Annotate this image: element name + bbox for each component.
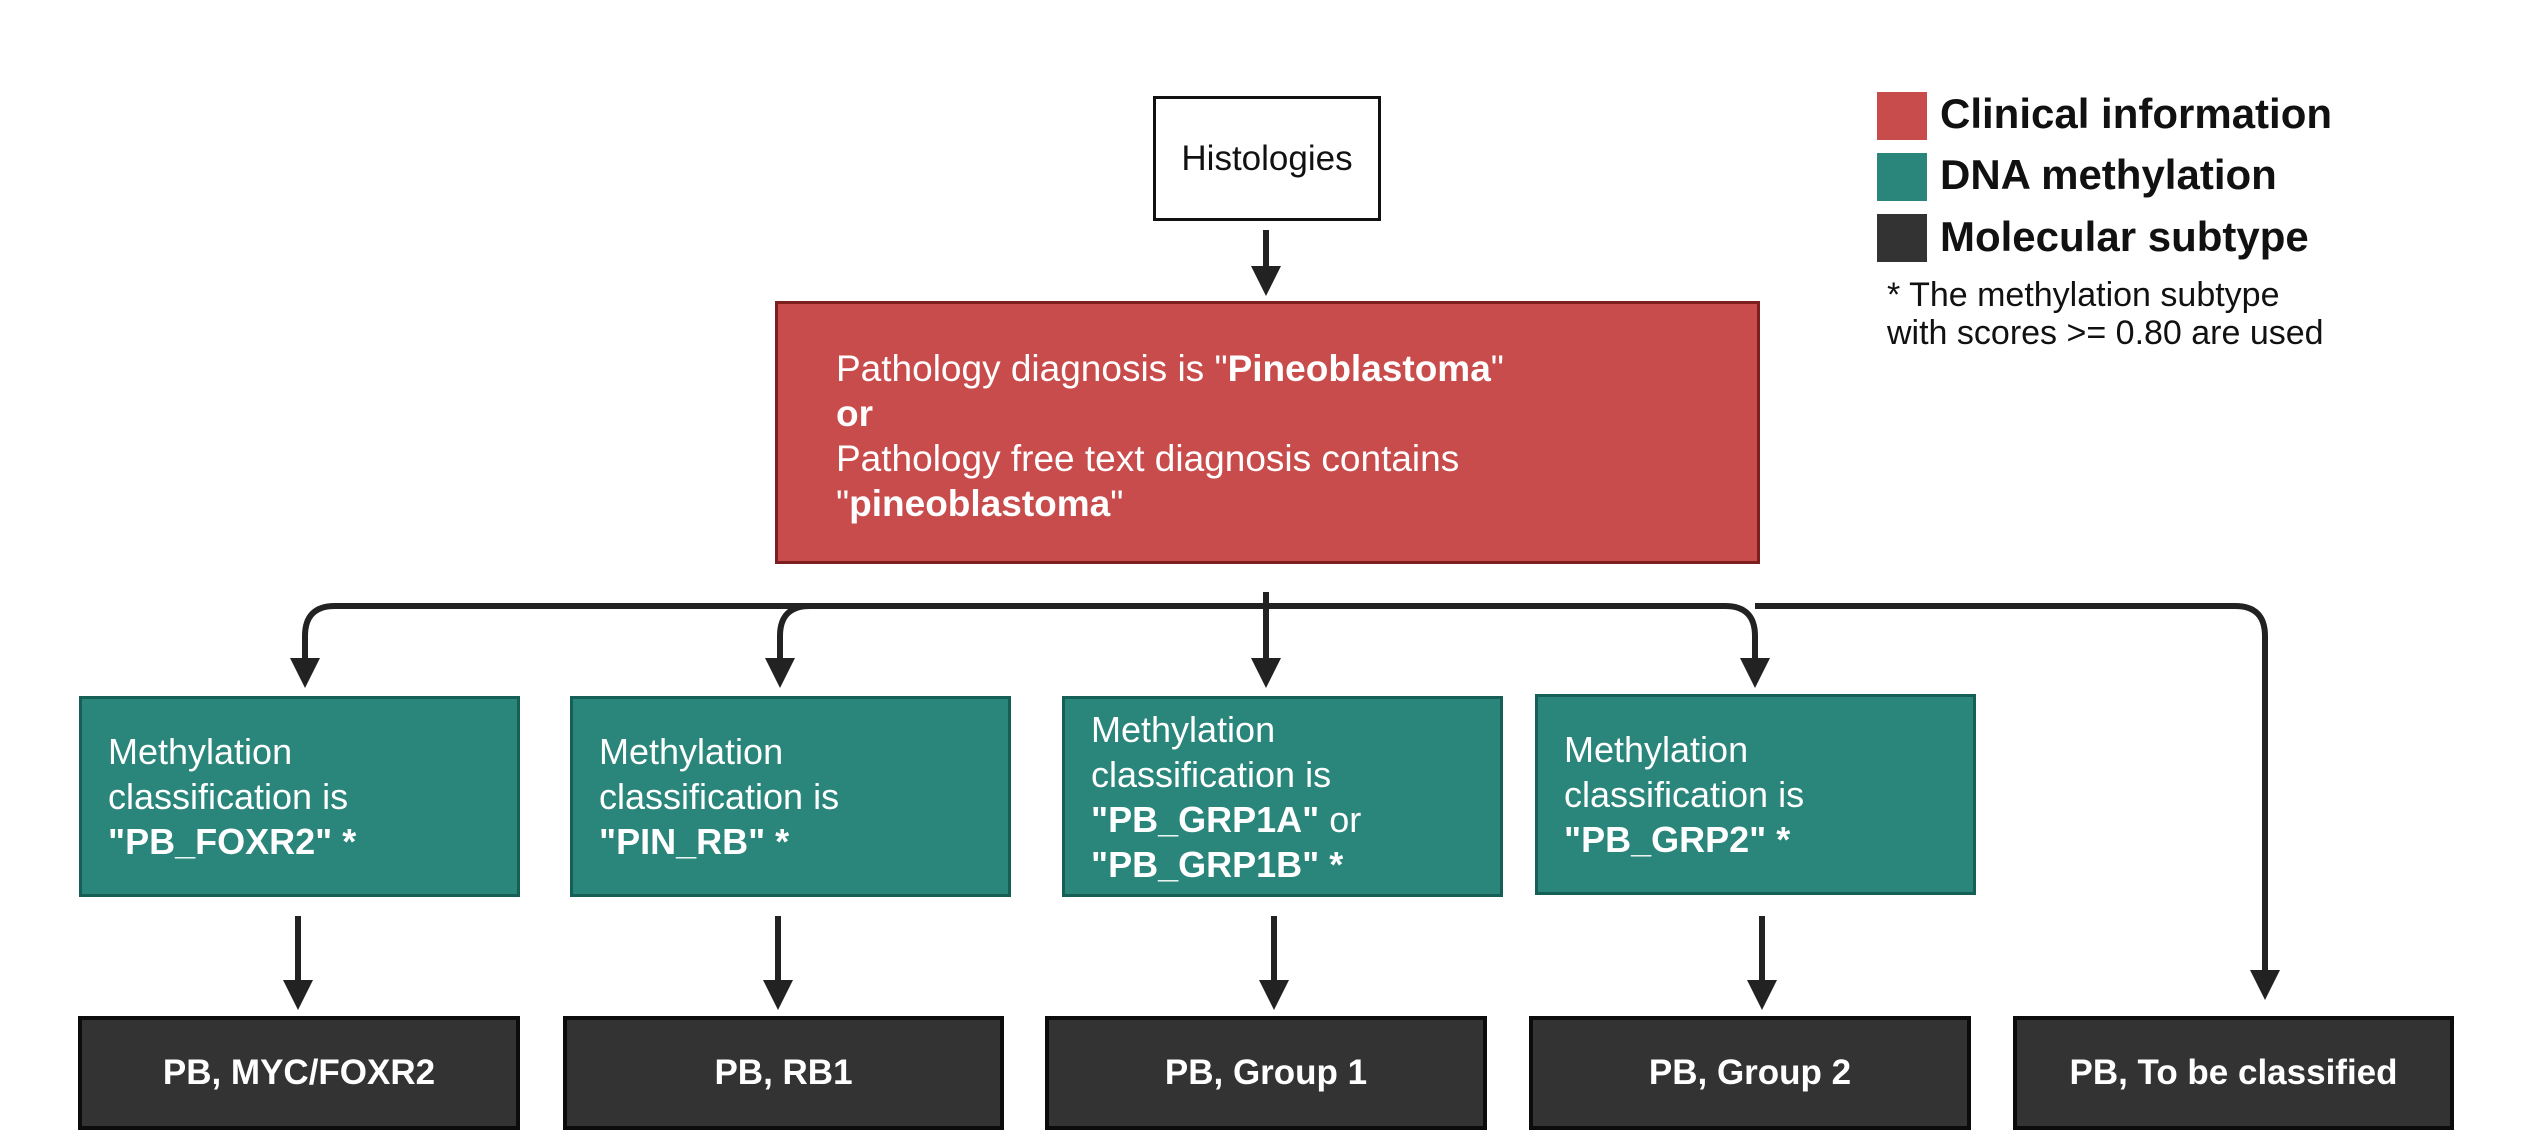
legend-label-subtype: Molecular subtype: [1940, 213, 2309, 260]
arrow-to-grp2: [1266, 603, 1758, 664]
arrowhead-foxr2: [290, 658, 320, 688]
histologies-label: Histologies: [1181, 138, 1353, 178]
histologies-box: Histologies: [1153, 96, 1381, 221]
methylation-box-foxr2: Methylation classification is "PB_FOXR2"…: [79, 696, 520, 897]
arrowhead-clinical: [1251, 266, 1281, 296]
legend-note-line2: with scores >= 0.80 are used: [1887, 314, 2324, 352]
legend-label-methylation: DNA methylation: [1940, 151, 2277, 198]
legend-label-clinical: Clinical information: [1940, 90, 2333, 137]
methylation-box-grp2: Methylation classification is "PB_GRP2" …: [1535, 694, 1976, 895]
subtype-box-rb1: PB, RB1: [563, 1016, 1004, 1130]
clinical-line1: Pathology diagnosis is "Pineoblastoma": [836, 348, 1504, 389]
subtype-box-group2: PB, Group 2: [1529, 1016, 1971, 1130]
arrowhead-pin-rb: [765, 658, 795, 688]
subtype-box-group1: PB, Group 1: [1045, 1016, 1487, 1130]
methylation-box-grp1: Methylation classification is "PB_GRP1A"…: [1062, 696, 1503, 897]
arrowhead-subtype-rb1: [763, 980, 793, 1010]
arrow-to-unclassified: [1755, 603, 2268, 970]
subtype-box-myc-foxr2: PB, MYC/FOXR2: [78, 1016, 520, 1130]
arrowhead-subtype-group2: [1747, 980, 1777, 1010]
clinical-or: or: [836, 393, 873, 434]
subtype-box-to-be-classified: PB, To be classified: [2013, 1016, 2454, 1130]
arrowhead-subtype-foxr2: [283, 980, 313, 1010]
methylation-box-pin-rb: Methylation classification is "PIN_RB" *: [570, 696, 1011, 897]
arrowhead-grp1: [1251, 658, 1281, 688]
clinical-line2: Pathology free text diagnosis contains: [836, 438, 1460, 479]
legend-note-line1: * The methylation subtype: [1887, 276, 2280, 314]
legend-swatch-methylation: [1877, 153, 1927, 201]
clinical-line3: "pineoblastoma": [836, 483, 1124, 524]
arrow-to-foxr2: [302, 603, 1266, 664]
clinical-criteria-box: Pathology diagnosis is "Pineoblastoma" o…: [775, 301, 1760, 564]
arrowhead-unclassified: [2250, 970, 2280, 1000]
legend-swatch-clinical: [1877, 92, 1927, 140]
legend-note: * The methylation subtype with scores >=…: [1887, 276, 2324, 352]
legend-swatch-subtype: [1877, 214, 1927, 262]
arrowhead-subtype-group1: [1259, 980, 1289, 1010]
arrowhead-grp2: [1740, 658, 1770, 688]
arrow-to-pin-rb: [777, 603, 811, 664]
